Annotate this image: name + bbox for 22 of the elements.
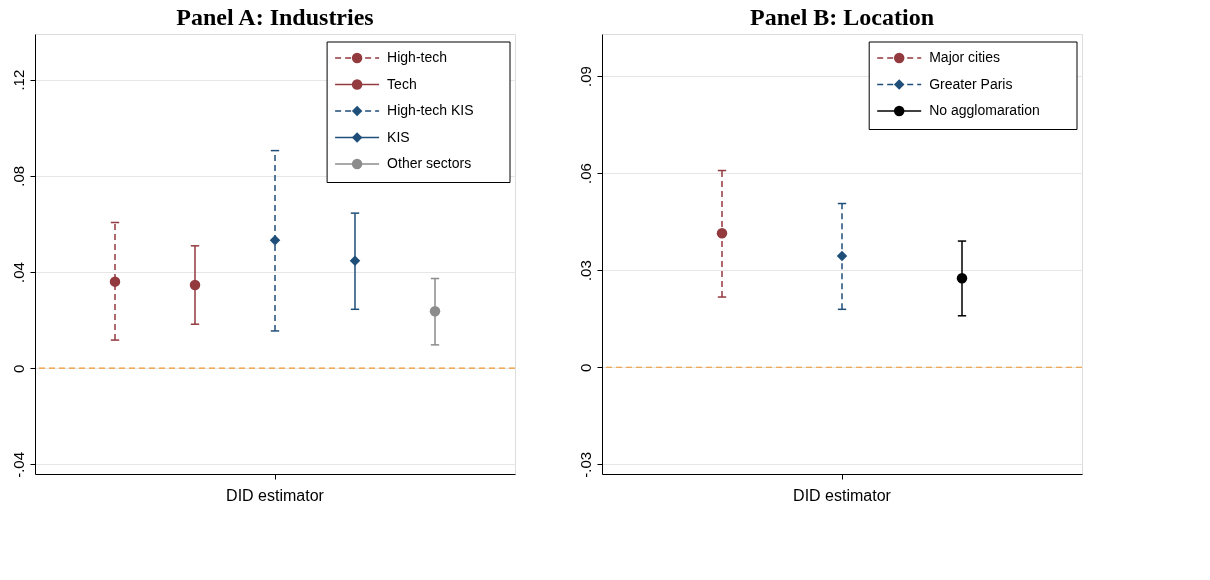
legend-label: High-tech <box>387 49 448 65</box>
y-tick-label: .08 <box>9 165 27 187</box>
chart-title: Panel A: Industries <box>176 4 374 30</box>
y-tick-label: 0 <box>9 364 27 373</box>
x-tick-label: DID estimator <box>793 486 892 504</box>
x-tick-label: DID estimator <box>226 486 325 504</box>
legend-label: KIS <box>387 128 410 145</box>
chart-title: Panel B: Location <box>750 4 934 30</box>
y-tick-label: .04 <box>9 262 27 283</box>
y-tick-label: -.04 <box>9 451 27 478</box>
y-tick-label: .12 <box>9 69 27 91</box>
y-tick-label: .06 <box>576 163 594 185</box>
y-tick-label: .09 <box>576 66 594 87</box>
legend-label: No agglomaration <box>929 102 1040 118</box>
legend-label: High-tech KIS <box>387 102 474 118</box>
legend-label: Greater Paris <box>929 75 1013 92</box>
y-tick-label: .03 <box>576 260 594 282</box>
legend-label: Other sectors <box>387 155 472 171</box>
legend-label: Major cities <box>929 49 1000 65</box>
y-tick-label: 0 <box>576 363 594 372</box>
legend-label: Tech <box>387 75 417 92</box>
y-tick-label: -.03 <box>576 451 594 478</box>
